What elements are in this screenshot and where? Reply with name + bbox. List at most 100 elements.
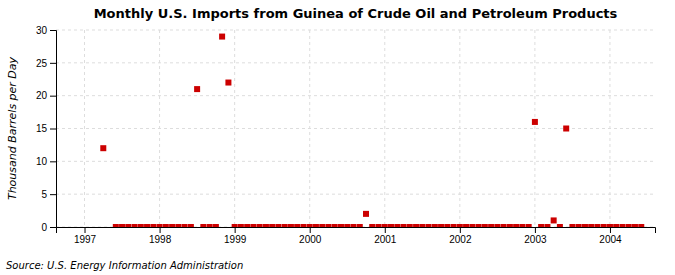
- square-point: [319, 224, 325, 227]
- y-tick-label: 10: [36, 156, 48, 167]
- square-point: [532, 119, 538, 125]
- square-point: [582, 224, 588, 227]
- square-point: [307, 224, 313, 227]
- square-point: [275, 224, 281, 227]
- square-point: [200, 224, 206, 227]
- square-point: [476, 224, 482, 227]
- x-grid-line: [534, 30, 535, 227]
- x-tick: 1998: [149, 227, 172, 245]
- square-point: [207, 224, 213, 227]
- x-tick-label: 2004: [599, 234, 622, 245]
- x-tick: 2001: [374, 227, 397, 245]
- square-point: [588, 224, 594, 227]
- y-axis: 051015202530: [36, 25, 57, 233]
- y-grid-line: [56, 62, 655, 63]
- square-point: [282, 224, 288, 227]
- y-tick: 20: [36, 90, 56, 101]
- y-tick-label: 0: [41, 222, 47, 233]
- y-tick-label: 5: [41, 189, 47, 200]
- chart: 1997 1998 1999 2000 2001 2002 2003 2004 0 5 10 15 20…: [0, 0, 675, 275]
- x-axis-line: [57, 228, 656, 234]
- square-point: [232, 224, 238, 227]
- square-point: [407, 224, 413, 227]
- square-point: [225, 80, 231, 86]
- square-point: [394, 224, 400, 227]
- x-tick-label: 2003: [524, 234, 547, 245]
- y-grid-line: [56, 95, 655, 96]
- square-point: [332, 224, 338, 227]
- y-axis-title: Thousand Barrels per Day: [6, 56, 19, 200]
- y-grid-line: [56, 30, 655, 31]
- y-tick: 10: [36, 156, 56, 167]
- y-tick-mark: [50, 63, 56, 64]
- title: Monthly U.S. Imports from Guinea of Crud…: [94, 6, 618, 21]
- square-point: [438, 224, 444, 227]
- x-tick-label: 2001: [374, 234, 397, 245]
- x-tick-mark: [535, 227, 536, 233]
- y-tick: 0: [41, 222, 56, 233]
- square-point: [613, 224, 619, 227]
- square-point: [638, 224, 644, 227]
- square-point: [150, 224, 156, 227]
- source-note: Source: U.S. Energy Information Administ…: [6, 260, 243, 271]
- square-point: [169, 224, 175, 227]
- x-grid-line: [384, 30, 385, 227]
- x-grid-line: [84, 30, 85, 227]
- square-point: [576, 224, 582, 227]
- x-tick: 2000: [299, 227, 322, 245]
- square-point: [538, 224, 544, 227]
- x-tick: 2004: [599, 227, 622, 245]
- square-point: [607, 224, 613, 227]
- square-point: [544, 224, 550, 227]
- y-grid-line: [56, 194, 655, 195]
- square-point: [300, 224, 306, 227]
- x-tick-mark: [610, 227, 611, 233]
- square-point: [175, 224, 181, 227]
- square-point: [513, 224, 519, 227]
- square-point: [569, 224, 575, 227]
- square-point: [494, 224, 500, 227]
- plot: 1997 1998 1999 2000 2001 2002 2003 2004 0 5 10 15 20…: [36, 25, 656, 245]
- x-tick: 1997: [74, 227, 97, 245]
- square-point: [194, 86, 200, 92]
- square-point: [419, 224, 425, 227]
- square-point: [519, 224, 525, 227]
- y-axis-line: [50, 31, 57, 228]
- square-point: [444, 224, 450, 227]
- square-point: [157, 224, 163, 227]
- square-point: [469, 224, 475, 227]
- square-point: [551, 217, 557, 223]
- square-point: [563, 126, 569, 132]
- x-tick: 1999: [224, 227, 247, 245]
- square-point: [163, 224, 169, 227]
- x-tick-mark: [460, 227, 461, 233]
- x-tick-mark: [235, 227, 236, 233]
- square-point: [451, 224, 457, 227]
- square-point: [213, 224, 219, 227]
- square-point: [132, 224, 138, 227]
- y-grid-line: [56, 161, 655, 162]
- square-point: [113, 224, 119, 227]
- square-point: [594, 224, 600, 227]
- square-point: [219, 34, 225, 40]
- x-axis: 1997 1998 1999 2000 2001 2002 2003 2004: [57, 227, 656, 245]
- square-point: [488, 224, 494, 227]
- x-tick-label: 2002: [449, 234, 472, 245]
- y-tick-mark: [50, 96, 56, 97]
- square-point: [413, 224, 419, 227]
- y-tick: 25: [36, 58, 56, 69]
- square-point: [388, 224, 394, 227]
- y-tick: 15: [36, 123, 56, 134]
- square-point: [557, 224, 563, 227]
- x-tick-mark: [85, 227, 86, 233]
- square-point: [144, 224, 150, 227]
- square-point: [294, 224, 300, 227]
- x-tick-mark: [310, 227, 311, 233]
- y-tick-mark: [50, 161, 56, 162]
- x-tick-label: 1998: [149, 234, 172, 245]
- y-tick-label: 15: [36, 123, 48, 134]
- square-point: [426, 224, 432, 227]
- square-point: [250, 224, 256, 227]
- square-point: [501, 224, 507, 227]
- square-point: [632, 224, 638, 227]
